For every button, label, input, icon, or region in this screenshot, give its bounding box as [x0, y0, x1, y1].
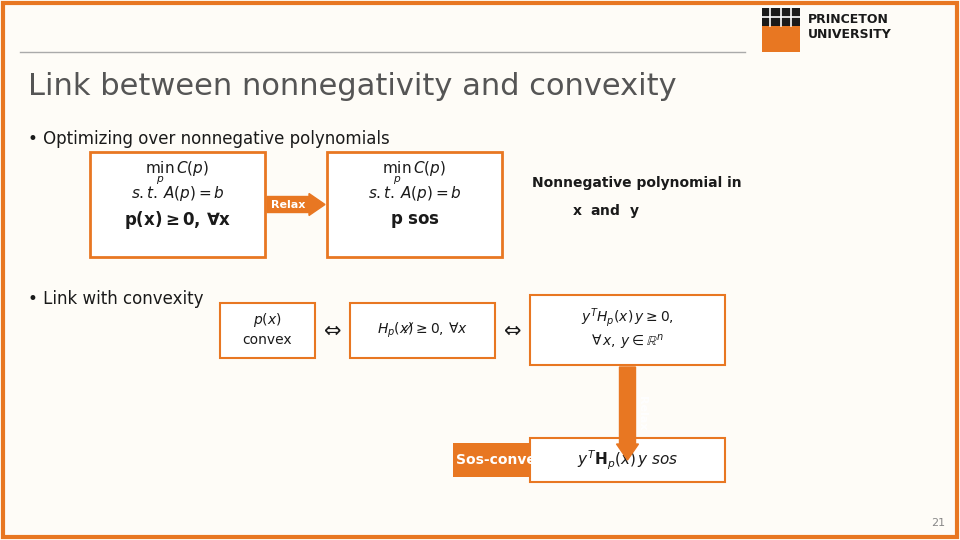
Text: $\mathbf{p(x) \geq 0,\, \forall x}$: $\mathbf{p(x) \geq 0,\, \forall x}$: [124, 209, 231, 231]
Text: $s.t.\, A(p) = b$: $s.t.\, A(p) = b$: [131, 184, 225, 203]
Text: $\mathit{\mathbf{p\ sos}}$: $\mathit{\mathbf{p\ sos}}$: [390, 212, 440, 230]
Text: $y^T \mathbf{H}_p(x)\, y\ \mathit{sos}$: $y^T \mathbf{H}_p(x)\, y\ \mathit{sos}$: [577, 448, 679, 471]
Text: PRINCETON: PRINCETON: [808, 13, 889, 26]
Text: $\min_p\, C(p)$: $\min_p\, C(p)$: [146, 160, 209, 187]
FancyBboxPatch shape: [452, 443, 617, 477]
Text: $H_p(x) \not\geq 0,\, \forall x$: $H_p(x) \not\geq 0,\, \forall x$: [377, 320, 468, 340]
Text: $\Leftrightarrow$: $\Leftrightarrow$: [499, 320, 521, 340]
Text: $\min_p\, C(p)$: $\min_p\, C(p)$: [382, 160, 446, 187]
Text: $\mathbf{x}$  and  $\mathbf{y}$: $\mathbf{x}$ and $\mathbf{y}$: [572, 202, 640, 220]
Text: Link between nonnegativity and convexity: Link between nonnegativity and convexity: [28, 72, 677, 101]
FancyBboxPatch shape: [762, 8, 800, 26]
Text: Relax: Relax: [271, 199, 305, 210]
Text: Nonnegative polynomial in: Nonnegative polynomial in: [532, 176, 742, 190]
Text: convex: convex: [243, 333, 292, 347]
FancyBboxPatch shape: [762, 8, 800, 52]
Text: $s.t.\, A(p) = b$: $s.t.\, A(p) = b$: [368, 184, 462, 203]
Text: • Link with convexity: • Link with convexity: [28, 290, 204, 308]
FancyBboxPatch shape: [530, 438, 725, 482]
Text: $p(x)$: $p(x)$: [253, 311, 282, 329]
Text: 21: 21: [931, 518, 945, 528]
FancyArrow shape: [267, 193, 325, 215]
FancyArrow shape: [616, 367, 638, 460]
Text: $\forall\, x,\, y \in \mathbb{R}^n$: $\forall\, x,\, y \in \mathbb{R}^n$: [591, 333, 664, 352]
FancyBboxPatch shape: [220, 302, 315, 357]
Text: Sos-convexity (SDP): Sos-convexity (SDP): [456, 453, 614, 467]
FancyBboxPatch shape: [327, 152, 502, 257]
FancyBboxPatch shape: [350, 302, 495, 357]
Text: $\Leftrightarrow$: $\Leftrightarrow$: [319, 320, 341, 340]
Text: UNIVERSITY: UNIVERSITY: [808, 28, 892, 41]
Text: Relax: Relax: [636, 396, 646, 431]
Text: • Optimizing over nonnegative polynomials: • Optimizing over nonnegative polynomial…: [28, 130, 390, 148]
Text: $y^T H_p(x)\, y \geq 0,$: $y^T H_p(x)\, y \geq 0,$: [581, 307, 674, 329]
FancyBboxPatch shape: [530, 295, 725, 365]
FancyBboxPatch shape: [90, 152, 265, 257]
